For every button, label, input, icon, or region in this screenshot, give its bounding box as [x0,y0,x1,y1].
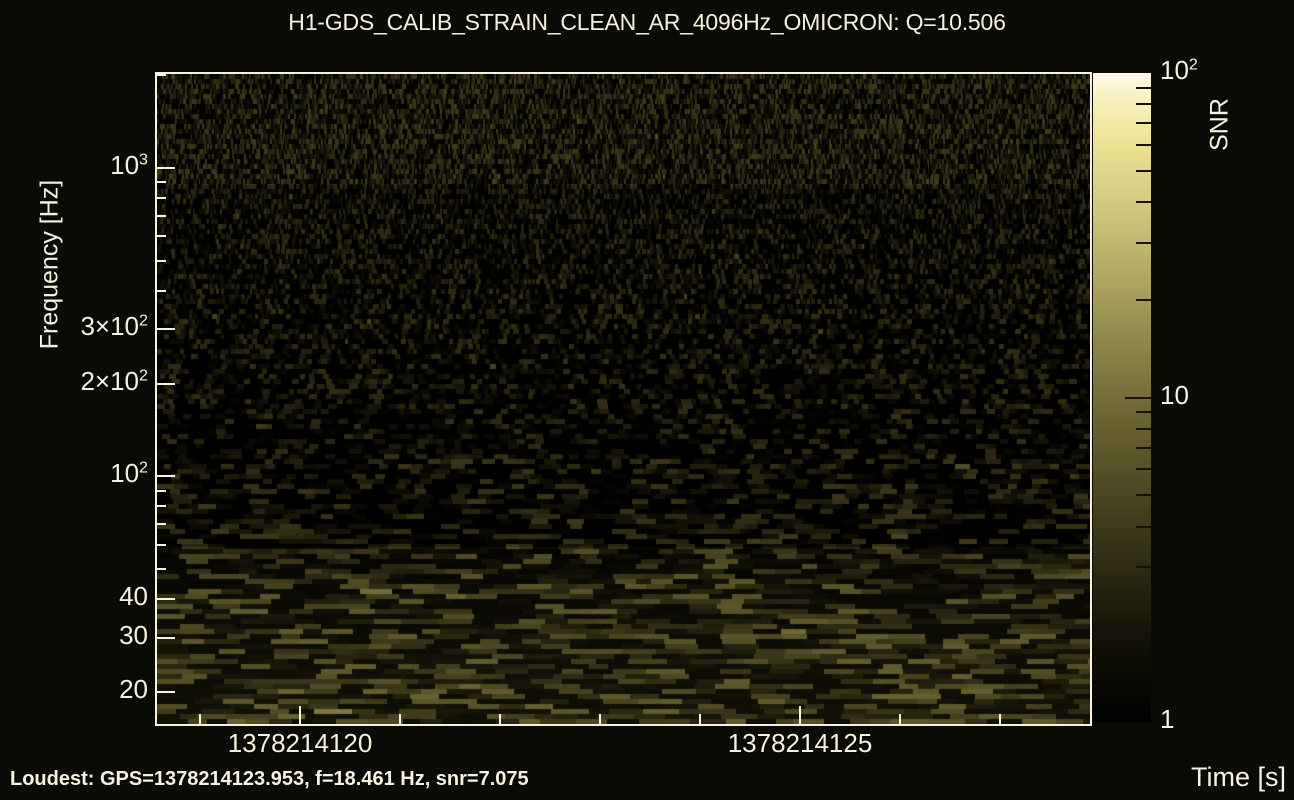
y-tick-label-1000: 103 [110,150,148,181]
colorbar-label-100: 102 [1160,55,1198,85]
y-tick-60 [155,543,166,546]
x-tick-1378214127 [999,714,1001,724]
colorbar-tick-90 [1136,86,1151,89]
y-tick-800 [155,196,166,199]
y-tick-30 [155,636,175,639]
x-tick-1378214119 [199,714,201,724]
y-tick-label-30: 30 [119,619,148,650]
y-tick-700 [155,214,166,217]
x-tick-label-1378214125: 1378214125 [727,728,873,758]
y-tick-90 [155,489,166,492]
colorbar-tick-60 [1136,143,1151,146]
x-tick-1378214126 [899,714,901,724]
x-tick-1378214125 [799,706,801,724]
spectrogram-canvas [157,74,1090,724]
colorbar-tick-8 [1136,427,1151,430]
spectrogram-plot-area[interactable] [155,72,1092,726]
y-tick-label-100: 102 [110,458,148,489]
y-tick-300 [155,328,175,331]
colorbar-tick-10 [1125,396,1151,399]
colorbar-label-10: 10 [1160,379,1189,410]
colorbar-tick-50 [1136,169,1151,172]
y-tick-1000 [155,167,175,170]
y-tick-900 [155,181,166,184]
x-tick-1378214121 [399,714,401,724]
colorbar-tick-7 [1136,446,1151,449]
colorbar-tick-6 [1136,468,1151,471]
x-axis-title: Time [s] [1190,762,1286,792]
y-tick-label-200: 2×102 [80,365,148,396]
x-tick-1378214122 [499,714,501,724]
x-tick-1378214124 [699,714,701,724]
y-tick-40 [155,598,175,601]
y-axis-title: Frequency [Hz] [35,179,64,350]
y-tick-80 [155,505,166,508]
x-tick-1378214120 [299,706,301,724]
y-tick-label-40: 40 [119,581,148,612]
y-tick-70 [155,523,166,526]
colorbar-label-1: 1 [1160,704,1175,734]
colorbar-tick-4 [1136,525,1151,528]
colorbar-tick-40 [1136,201,1151,204]
y-tick-label-20: 20 [119,674,148,705]
y-tick-500 [155,259,166,262]
colorbar-tick-80 [1136,103,1151,106]
snr-colorbar[interactable] [1093,73,1151,722]
colorbar-tick-20 [1136,298,1151,301]
y-tick-label-300: 3×102 [80,311,148,342]
colorbar-tick-30 [1136,241,1151,244]
y-tick-100 [155,475,175,478]
y-tick-50 [155,568,166,571]
colorbar-tick-9 [1136,411,1151,414]
x-tick-1378214123 [599,714,601,724]
colorbar-title: SNR [1205,98,1234,151]
loudest-event-annotation: Loudest: GPS=1378214123.953, f=18.461 Hz… [10,768,529,790]
colorbar-tick-3 [1136,566,1151,569]
x-tick-label-1378214120: 1378214120 [227,728,373,758]
y-tick-2000 [155,74,166,77]
colorbar-tick-2 [1136,623,1151,626]
colorbar-tick-5 [1136,494,1151,497]
page-title: H1-GDS_CALIB_STRAIN_CLEAN_AR_4096Hz_OMIC… [288,9,1006,35]
y-tick-20 [155,691,175,694]
y-tick-200 [155,382,175,385]
colorbar-tick-70 [1136,122,1151,125]
y-tick-600 [155,235,166,238]
y-tick-400 [155,289,166,292]
